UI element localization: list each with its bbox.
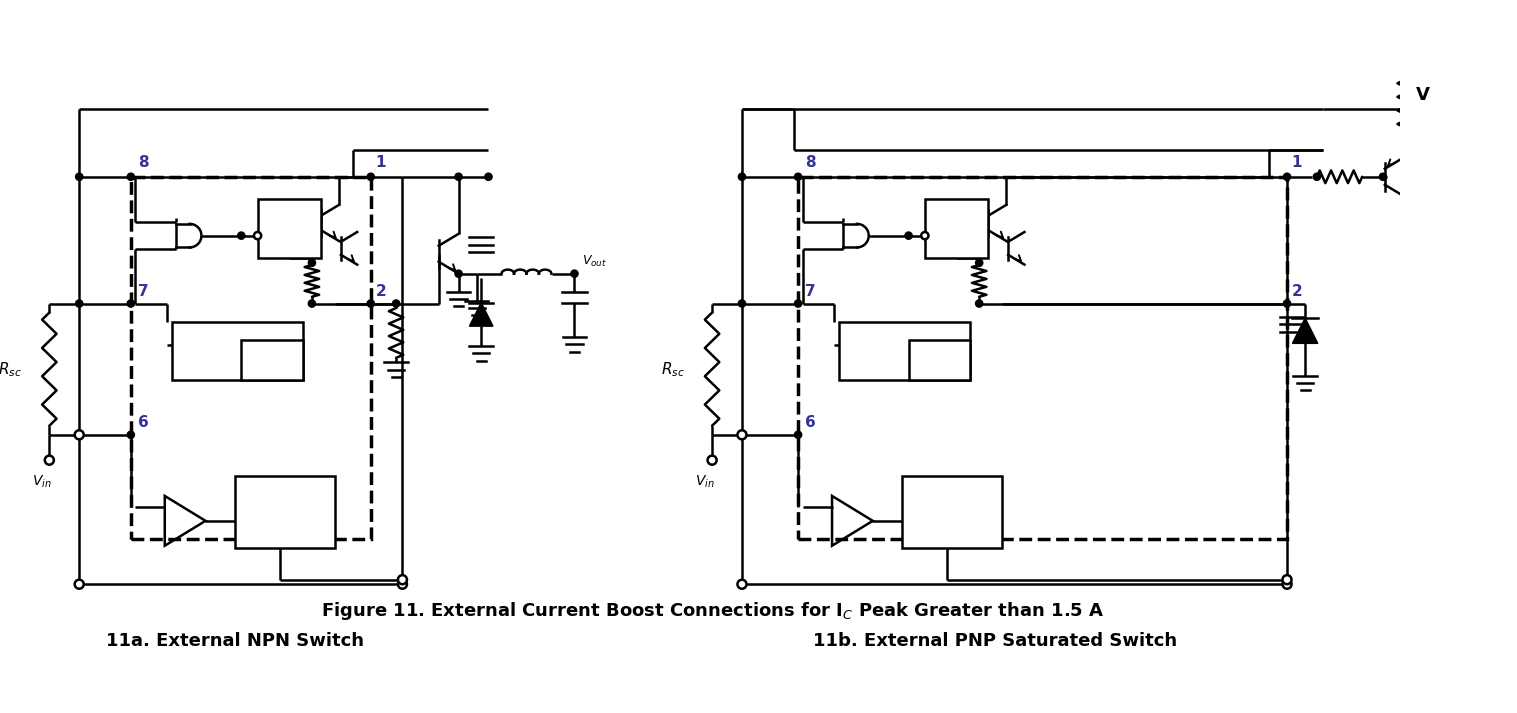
Circle shape [308,300,316,307]
Circle shape [253,232,261,240]
Circle shape [707,456,716,465]
Circle shape [127,431,135,438]
Bar [903,476,1001,548]
Circle shape [795,173,801,180]
Text: 6: 6 [138,415,149,430]
Circle shape [74,580,83,589]
Circle shape [1402,96,1408,103]
Circle shape [739,173,745,180]
Text: 2: 2 [1291,284,1302,299]
Circle shape [1282,580,1291,589]
Circle shape [1509,193,1517,200]
Text: 8: 8 [806,155,816,170]
Circle shape [397,580,407,589]
Polygon shape [469,302,493,326]
Text: 6: 6 [806,415,816,430]
Circle shape [1314,173,1320,180]
Circle shape [975,259,983,267]
Bar [909,340,971,381]
Circle shape [975,300,983,307]
Bar [258,200,322,258]
Circle shape [1282,575,1291,584]
Text: $V_{in}$: $V_{in}$ [32,473,52,490]
Text: $R_{sc}$: $R_{sc}$ [661,360,684,379]
Circle shape [455,173,463,180]
Circle shape [455,270,463,277]
Circle shape [737,430,746,439]
Circle shape [921,232,928,240]
Circle shape [76,173,83,180]
Bar [798,177,1286,539]
Circle shape [76,300,83,307]
Circle shape [397,575,407,584]
Circle shape [367,300,375,307]
Circle shape [1379,173,1387,180]
Bar [235,476,335,548]
Circle shape [127,173,135,180]
Circle shape [795,300,801,307]
Circle shape [737,580,746,589]
Circle shape [485,173,492,180]
Circle shape [74,430,83,439]
Circle shape [367,173,375,180]
Polygon shape [1292,318,1318,344]
Circle shape [127,300,135,307]
Circle shape [739,300,745,307]
Text: 8: 8 [138,155,149,170]
Text: $V_{in}$: $V_{in}$ [695,473,715,490]
Bar [241,340,303,381]
Circle shape [570,270,578,277]
Circle shape [1283,300,1291,307]
Text: $V_{out}$: $V_{out}$ [581,254,607,269]
Text: V: V [1415,86,1429,104]
Text: $R_{sc}$: $R_{sc}$ [0,360,23,379]
Text: 7: 7 [138,284,149,299]
Text: 2: 2 [375,284,385,299]
Bar [130,177,370,539]
Bar [839,322,971,381]
Text: Figure 11. External Current Boost Connections for I$_C$ Peak Greater than 1.5 A: Figure 11. External Current Boost Connec… [322,600,1104,622]
Text: 1: 1 [1291,155,1302,170]
Circle shape [906,232,912,240]
Text: 7: 7 [806,284,816,299]
Text: 11a. External NPN Switch: 11a. External NPN Switch [106,632,364,650]
Text: 11b. External PNP Saturated Switch: 11b. External PNP Saturated Switch [813,632,1177,650]
Bar [925,200,988,258]
Bar [171,322,303,381]
Circle shape [308,259,316,267]
Circle shape [795,431,801,438]
Text: 1: 1 [375,155,385,170]
Circle shape [238,232,244,240]
Circle shape [1402,153,1408,160]
Circle shape [393,300,399,307]
Circle shape [1283,173,1291,180]
Circle shape [46,456,55,465]
